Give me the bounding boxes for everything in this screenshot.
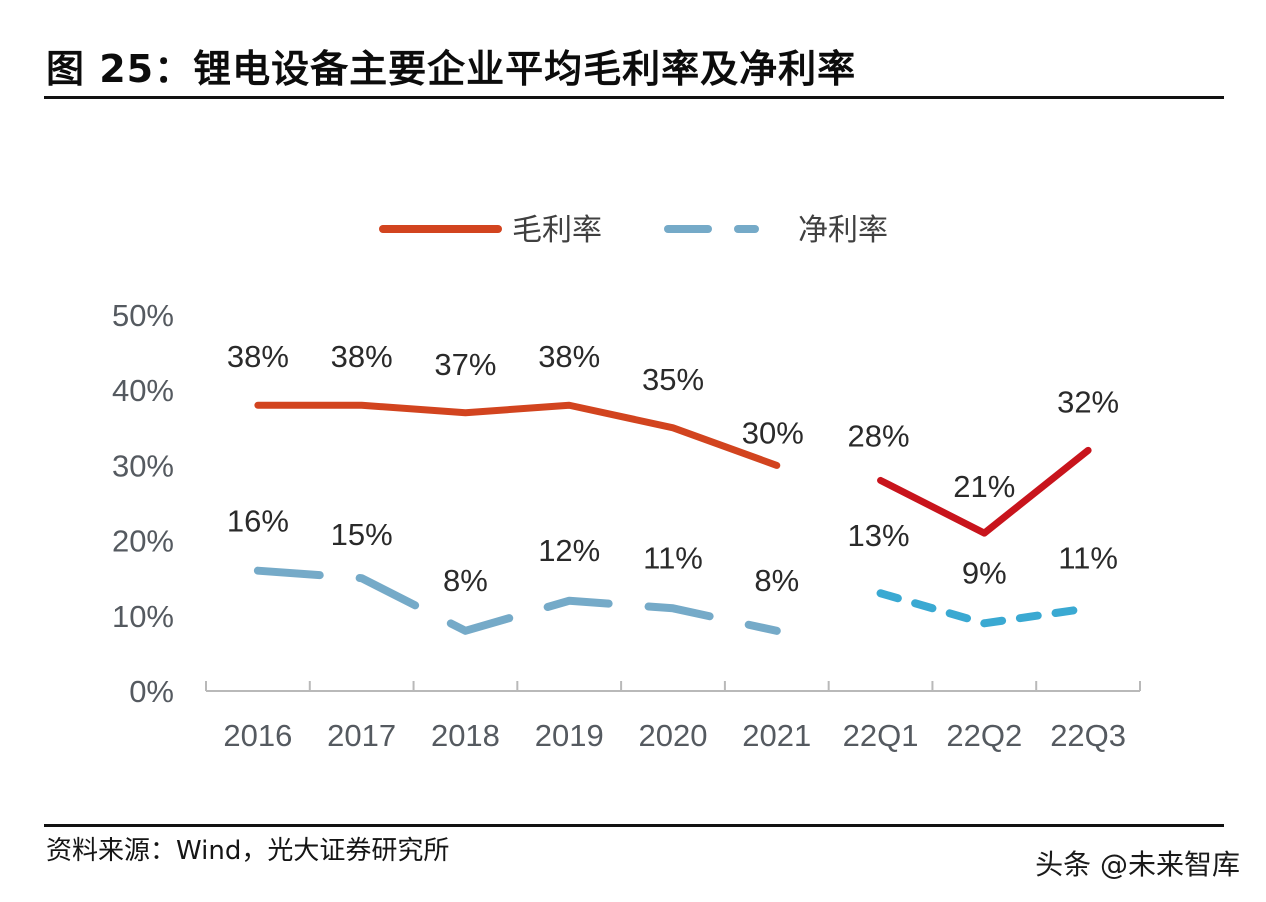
top-divider xyxy=(44,96,1224,99)
net-margin-data-label: 13% xyxy=(848,518,910,553)
gross-margin-data-label: 38% xyxy=(331,339,393,374)
x-tick-label: 2020 xyxy=(639,718,708,753)
x-tick-label: 22Q3 xyxy=(1050,718,1126,753)
x-tick-label: 22Q2 xyxy=(946,718,1022,753)
gross-margin-data-label: 28% xyxy=(848,418,910,453)
gross-margin-data-label: 35% xyxy=(642,362,704,397)
source-note: 资料来源：Wind，光大证券研究所 xyxy=(46,836,450,866)
x-tick-label: 22Q1 xyxy=(843,718,919,753)
net-margin-data-label: 8% xyxy=(443,563,488,598)
net-margin-line-annual xyxy=(253,566,781,635)
gross-margin-data-label: 38% xyxy=(538,339,600,374)
bottom-divider xyxy=(44,824,1224,827)
figure-title: 图 25：锂电设备主要企业平均毛利率及净利率 xyxy=(46,47,857,91)
x-tick-label: 2021 xyxy=(742,718,811,753)
gross-margin-data-label: 37% xyxy=(434,347,496,382)
net-margin-data-label: 12% xyxy=(538,533,600,568)
data-labels: 38% 38% 37% 38% 35% 30% 28% 21% 32% 16% 15% 8% 12% 11… xyxy=(227,339,1119,598)
gross-margin-line-quarterly xyxy=(877,446,1092,537)
net-margin-data-label: 15% xyxy=(331,517,393,552)
y-axis: 0% 10% 20% 30% 40% 50% xyxy=(112,298,174,709)
gross-margin-data-label: 38% xyxy=(227,339,289,374)
gross-margin-data-label: 21% xyxy=(953,469,1015,504)
net-margin-data-label: 16% xyxy=(227,504,289,539)
gross-margin-line-annual xyxy=(254,401,781,469)
y-tick-label: 40% xyxy=(112,373,174,408)
net-margin-data-label: 11% xyxy=(1058,540,1118,575)
watermark: 头条 @未来智库 xyxy=(1035,848,1240,881)
gross-margin-data-label: 32% xyxy=(1057,384,1119,419)
x-tick-label: 2019 xyxy=(535,718,604,753)
net-margin-line-quarterly xyxy=(876,589,1093,628)
legend: 毛利率 净利率 xyxy=(379,213,888,248)
legend-label-gross-margin: 毛利率 xyxy=(512,213,602,248)
y-tick-label: 30% xyxy=(112,448,174,483)
y-tick-label: 20% xyxy=(112,524,174,559)
net-margin-data-label: 8% xyxy=(754,563,799,598)
y-tick-label: 0% xyxy=(129,674,174,709)
series-layer xyxy=(253,401,1093,635)
x-tick-label: 2017 xyxy=(327,718,396,753)
y-tick-label: 50% xyxy=(112,298,174,333)
x-axis: 2016 2017 2018 2019 2020 2021 22Q1 22Q2 22Q3 xyxy=(205,681,1141,753)
net-margin-data-label: 11% xyxy=(643,540,703,575)
x-tick-label: 2016 xyxy=(223,718,292,753)
gross-margin-data-label: 30% xyxy=(742,415,804,450)
legend-label-net-margin: 净利率 xyxy=(798,213,888,248)
y-tick-label: 10% xyxy=(112,599,174,634)
net-margin-data-label: 9% xyxy=(962,555,1007,590)
x-tick-label: 2018 xyxy=(431,718,500,753)
